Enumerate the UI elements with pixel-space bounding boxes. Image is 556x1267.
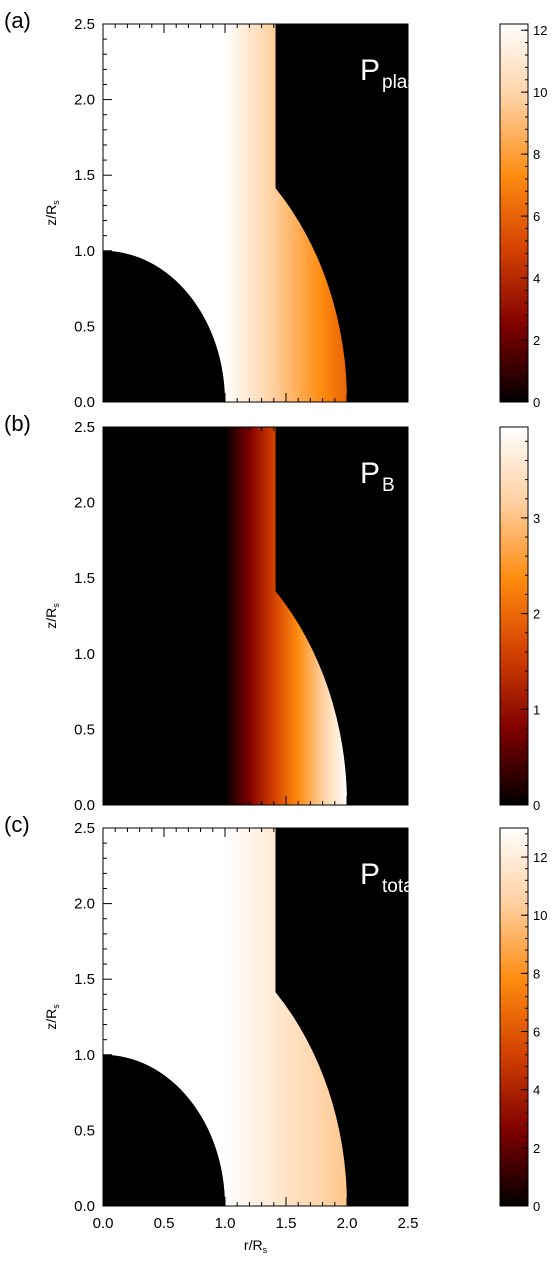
colorbar-tick-label: 8 [533, 147, 540, 162]
panel-title-main: P [360, 54, 380, 87]
panel-3: 0.00.51.01.52.02.50.0 0.5 1.0 1.5 2.0 2.5z/Rs… [4, 812, 547, 1255]
x-axis-label-main: r/R [244, 1237, 263, 1253]
colorbar-tick-label: 0 [533, 395, 540, 410]
colorbar [500, 427, 528, 805]
y-tick-label: 1.5 [74, 971, 95, 988]
colorbar-tick-label: 8 [533, 966, 540, 981]
y-axis-label: z/Rs [43, 200, 61, 226]
colorbar-tick-label: 4 [533, 1083, 540, 1098]
panel-title-sub: B [382, 475, 395, 496]
y-tick-label: 0.0 [74, 797, 95, 814]
colorbar-tick-label: 12 [533, 23, 547, 38]
y-axis-label-main: z/R [43, 205, 59, 226]
colorbar [500, 828, 528, 1206]
y-axis-label-main: z/R [43, 1009, 59, 1030]
x-axis-label-sub: s [263, 1245, 268, 1255]
panel-label: (c) [4, 812, 30, 837]
y-tick-label: 2.0 [74, 92, 95, 109]
y-tick-label: 0.5 [74, 318, 95, 335]
colorbar-tick-label: 4 [533, 271, 540, 286]
y-tick-label: 1.0 [74, 1047, 95, 1064]
panel-title-sub: plasma [382, 72, 444, 93]
colorbar-tick-label: 6 [533, 209, 540, 224]
y-tick-label: 2.0 [74, 896, 95, 913]
y-tick-label: 0.5 [74, 1122, 95, 1139]
y-tick-label: 0.0 [74, 1198, 95, 1215]
y-tick-label: 1.0 [74, 243, 95, 260]
colorbar [500, 24, 528, 402]
x-tick-label: 0.5 [154, 1215, 175, 1232]
x-tick-label: 1.0 [215, 1215, 236, 1232]
panel-title-main: P [360, 858, 380, 891]
colorbar-tick-label: 2 [533, 333, 540, 348]
colorbar-tick-label: 6 [533, 1025, 540, 1040]
panel-2: 0.0 0.5 1.0 1.5 2.0 2.5 z/Rs (b) P B 0 1 2 3 [4, 411, 540, 814]
x-tick-label: 2.0 [337, 1215, 358, 1232]
y-axis-label-sub: s [51, 1004, 61, 1009]
colorbar-tick-label: 1 [533, 702, 540, 717]
y-tick-label: 2.5 [74, 16, 95, 33]
y-tick-label: 2.0 [74, 495, 95, 512]
y-tick-label: 0.0 [74, 394, 95, 411]
x-axis-label: r/Rs [244, 1237, 268, 1255]
colorbar-tick-label: 0 [533, 1199, 540, 1214]
panel-label: (a) [4, 8, 31, 33]
y-tick-label: 0.5 [74, 721, 95, 738]
y-tick-label: 1.0 [74, 646, 95, 663]
colorbar-tick-label: 3 [533, 511, 540, 526]
y-tick-label: 2.5 [74, 820, 95, 837]
x-tick-label: 1.5 [276, 1215, 297, 1232]
x-tick-label: 0.0 [93, 1215, 114, 1232]
panel-label: (b) [4, 411, 31, 436]
y-tick-label: 1.5 [74, 167, 95, 184]
colorbar-tick-label: 12 [533, 850, 547, 865]
panel-1: 0.0 0.5 1.0 1.5 2.0 2.5 z/Rs (a) P plasma 0 2 4 6 8 10 1… [4, 8, 547, 411]
colorbar-tick-label: 10 [533, 908, 547, 923]
y-tick-label: 2.5 [74, 419, 95, 436]
colorbar-tick-label: 0 [533, 798, 540, 813]
panel-title-main: P [360, 457, 380, 490]
y-axis-label: z/Rs [43, 1004, 61, 1030]
colorbar-tick-label: 2 [533, 607, 540, 622]
y-axis-label-main: z/R [43, 608, 59, 629]
y-axis-label: z/Rs [43, 603, 61, 629]
y-axis-label-sub: s [51, 200, 61, 205]
colorbar-tick-label: 2 [533, 1141, 540, 1156]
colorbar-tick-label: 10 [533, 85, 547, 100]
y-tick-label: 1.5 [74, 570, 95, 587]
x-tick-label: 2.5 [398, 1215, 419, 1232]
panel-title-sub: total [382, 876, 418, 897]
y-axis-label-sub: s [51, 603, 61, 608]
